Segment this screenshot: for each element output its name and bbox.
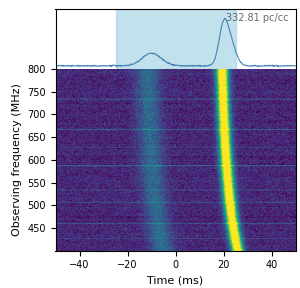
- Bar: [116, 9, 236, 69]
- X-axis label: Time (ms): Time (ms): [147, 276, 204, 286]
- Text: 332.81 pc/cc: 332.81 pc/cc: [226, 14, 288, 24]
- Y-axis label: Observing frequency (MHz): Observing frequency (MHz): [12, 84, 22, 236]
